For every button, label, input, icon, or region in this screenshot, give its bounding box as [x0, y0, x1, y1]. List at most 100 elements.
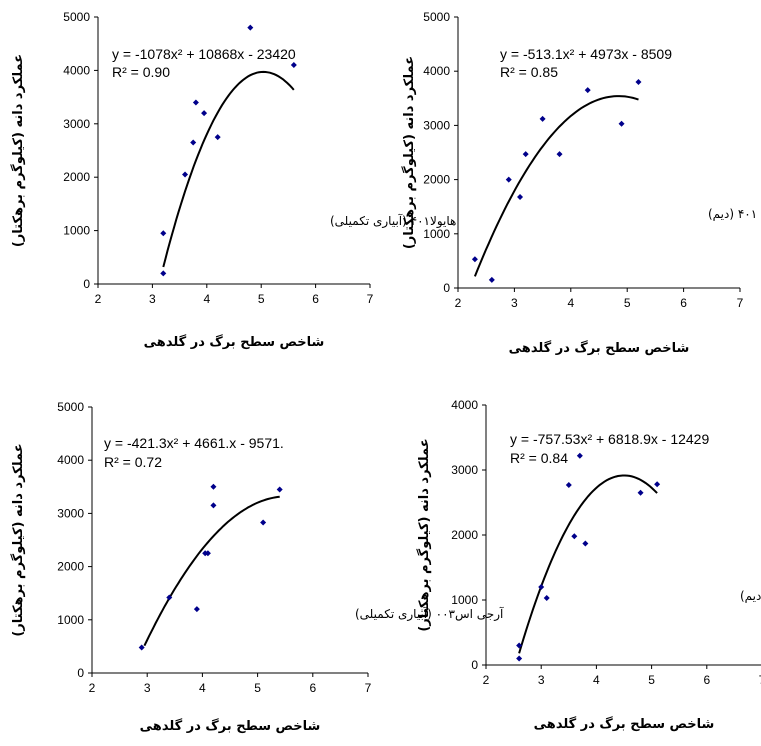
x-tick-label: 4 [593, 673, 600, 687]
data-point [516, 642, 523, 649]
x-tick-label: 4 [199, 681, 206, 695]
x-tick-label: 3 [144, 681, 151, 695]
y-tick-label: 0 [471, 658, 478, 672]
cultivar-annotation: آرجی اس ۰۰۳ (دیم) [740, 588, 761, 604]
y-tick-label: 1000 [63, 224, 90, 238]
y-tick-label: 5000 [423, 10, 450, 24]
trendline [143, 495, 280, 647]
y-axis-label: عملکرد دانه (کیلوگرم برهکتار) [10, 443, 26, 636]
data-point [166, 594, 173, 601]
x-tick-label: 6 [680, 296, 687, 310]
y-tick-label: 2000 [423, 173, 450, 187]
data-point [160, 230, 167, 237]
x-tick-label: 6 [312, 292, 319, 306]
x-tick-label: 5 [254, 681, 261, 695]
y-tick-label: 0 [83, 277, 90, 291]
x-tick-label: 4 [203, 292, 210, 306]
y-axis-label: عملکرد دانه (کیلوگرم برهکتار) [401, 56, 417, 249]
data-point [505, 176, 512, 183]
y-tick-label: 3000 [57, 506, 84, 520]
x-tick-label: 2 [455, 296, 462, 310]
data-point [565, 481, 572, 488]
chart-panel-3: 0 1000 2000 3000 4000 5000 2 3 4 5 6 7 شاخص سطح برگ … [10, 400, 504, 734]
y-tick-label: 3000 [451, 463, 478, 477]
data-point [471, 256, 478, 263]
y-tick-label: 1000 [423, 227, 450, 241]
x-tick-label: 4 [567, 296, 574, 310]
data-point [582, 540, 589, 547]
chart-panel-1: 0 1000 2000 3000 4000 5000 2 3 4 5 6 7 شاخص سطح برگ … [10, 10, 456, 350]
data-point [192, 99, 199, 106]
x-tick-label: 3 [538, 673, 545, 687]
r-squared: R² = 0.85 [500, 64, 558, 80]
x-tick-label: 7 [365, 681, 372, 695]
x-tick-label: 2 [95, 292, 102, 306]
cultivar-annotation: هایولا ۴۰۱ (دیم) [708, 207, 761, 222]
data-point [637, 489, 644, 496]
y-axis-label: عملکرد دانه (کیلوگرم برهکتار) [10, 54, 26, 247]
chart-panel-4: 0 1000 2000 3000 4000 2 3 4 5 6 7 شاخص سطح برگ در گ… [416, 398, 761, 732]
x-axis-label: شاخص سطح برگ در گلدهی [140, 717, 321, 734]
data-point [543, 595, 550, 602]
trend-equation: y = -757.53x² + 6818.9x - 12429 [510, 431, 709, 447]
r-squared: R² = 0.84 [510, 450, 568, 466]
y-tick-label: 4000 [451, 398, 478, 412]
x-tick-label: 7 [367, 292, 374, 306]
data-point [190, 139, 197, 146]
trendline [473, 95, 639, 277]
data-point [576, 452, 583, 459]
y-tick-label: 0 [443, 281, 450, 295]
data-point [210, 502, 217, 509]
data-point [276, 486, 283, 493]
x-tick-label: 6 [703, 673, 710, 687]
x-tick-label: 2 [483, 673, 490, 687]
data-point [260, 519, 267, 526]
data-point [182, 171, 189, 178]
y-tick-label: 5000 [57, 400, 84, 414]
r-squared: R² = 0.72 [104, 454, 162, 470]
x-tick-label: 7 [759, 673, 761, 687]
data-point [522, 151, 529, 158]
y-tick-label: 2000 [451, 528, 478, 542]
y-axis-label: عملکرد دانه (کیلوگرم برهکتار) [416, 438, 432, 631]
y-tick-label: 4000 [423, 64, 450, 78]
data-point [635, 79, 642, 86]
x-axis-label: شاخص سطح برگ در گلدهی [509, 339, 690, 356]
x-tick-label: 5 [258, 292, 265, 306]
y-tick-label: 4000 [63, 63, 90, 77]
data-point [654, 481, 661, 488]
x-tick-label: 7 [737, 296, 744, 310]
data-point [201, 110, 208, 117]
x-tick-label: 3 [149, 292, 156, 306]
data-point [488, 276, 495, 283]
data-point [160, 270, 167, 277]
x-tick-label: 5 [624, 296, 631, 310]
y-tick-label: 2000 [57, 560, 84, 574]
x-tick-label: 5 [648, 673, 655, 687]
data-point [210, 483, 217, 490]
x-tick-label: 3 [511, 296, 518, 310]
y-tick-label: 2000 [63, 170, 90, 184]
trend-equation: y = -421.3x² + 4661.x - 9571. [104, 435, 284, 451]
data-point [517, 193, 524, 200]
data-point [214, 134, 221, 141]
trend-equation: y = -513.1x² + 4973x - 8509 [500, 46, 672, 62]
y-tick-label: 1000 [57, 613, 84, 627]
y-tick-label: 1000 [451, 593, 478, 607]
data-point [138, 644, 145, 651]
data-point [571, 533, 578, 540]
x-tick-label: 2 [89, 681, 96, 695]
data-point [584, 87, 591, 94]
x-tick-label: 6 [309, 681, 316, 695]
trendline [162, 70, 295, 268]
x-axis-label: شاخص سطح برگ در گلدهی [534, 715, 715, 732]
data-point [204, 550, 211, 557]
cultivar-annotation: آرجی اس۰۰۳ (آبیاری تکمیلی) [355, 606, 504, 622]
data-point [538, 584, 545, 590]
y-tick-label: 3000 [63, 117, 90, 131]
cultivar-annotation: هایولا۴۰۱ (آبیاری تکمیلی) [330, 213, 456, 229]
y-tick-label: 4000 [57, 453, 84, 467]
x-axis-label: شاخص سطح برگ در گلدهی [144, 333, 325, 350]
y-tick-label: 3000 [423, 118, 450, 132]
